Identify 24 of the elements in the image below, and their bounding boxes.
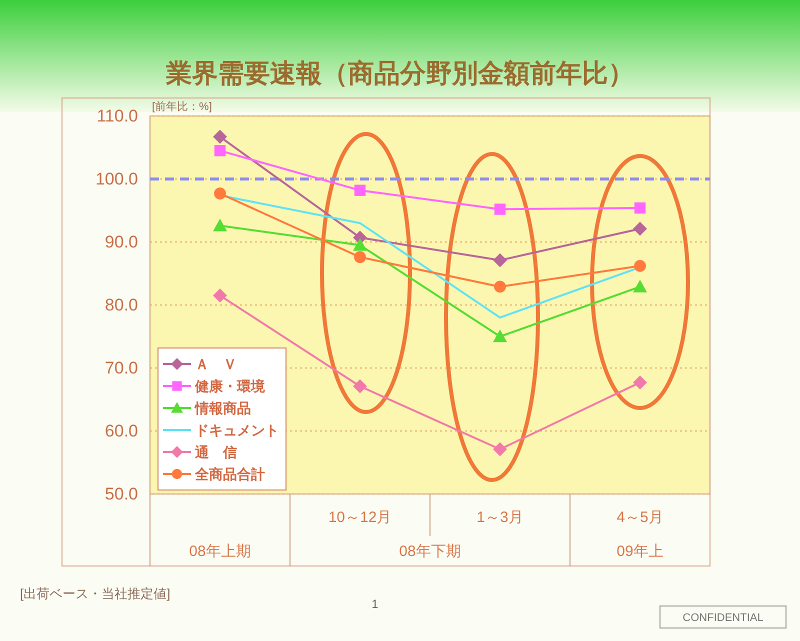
legend-label: 健康・環境 bbox=[194, 378, 266, 394]
text: CONFIDENTIAL bbox=[682, 612, 764, 624]
text: [出荷ベース・当社推定値] bbox=[20, 586, 170, 601]
text: 08年上期 bbox=[189, 543, 251, 560]
x-tick-label: 4～5月 bbox=[616, 509, 664, 526]
text: 09年上 bbox=[616, 543, 664, 560]
y-tick-label: 100.0 bbox=[95, 170, 138, 188]
text: 08年下期 bbox=[399, 543, 461, 560]
y-axis-title: [前年比：%] bbox=[152, 100, 212, 113]
y-tick-label: 60.0 bbox=[104, 422, 138, 440]
chart-title: 業界需要速報（商品分野別金額前年比） bbox=[165, 58, 634, 88]
legend-label: 全商品合計 bbox=[194, 466, 265, 482]
y-tick-label: 110.0 bbox=[96, 106, 138, 126]
x-tick-label: 1～3月 bbox=[476, 509, 524, 526]
legend-label: 通 信 bbox=[194, 444, 237, 460]
legend-label: 情報商品 bbox=[194, 400, 251, 416]
y-tick-label: 90.0 bbox=[104, 232, 138, 252]
x-tick-label: 10～12月 bbox=[328, 509, 392, 526]
legend-label: ドキュメント bbox=[195, 422, 279, 438]
y-tick-label: 70.0 bbox=[104, 358, 138, 378]
legend-label: Ａ Ｖ bbox=[195, 356, 237, 372]
y-tick-label: 50.0 bbox=[104, 484, 138, 504]
text: 1 bbox=[372, 597, 379, 611]
y-tick-label: 80.0 bbox=[104, 296, 138, 314]
